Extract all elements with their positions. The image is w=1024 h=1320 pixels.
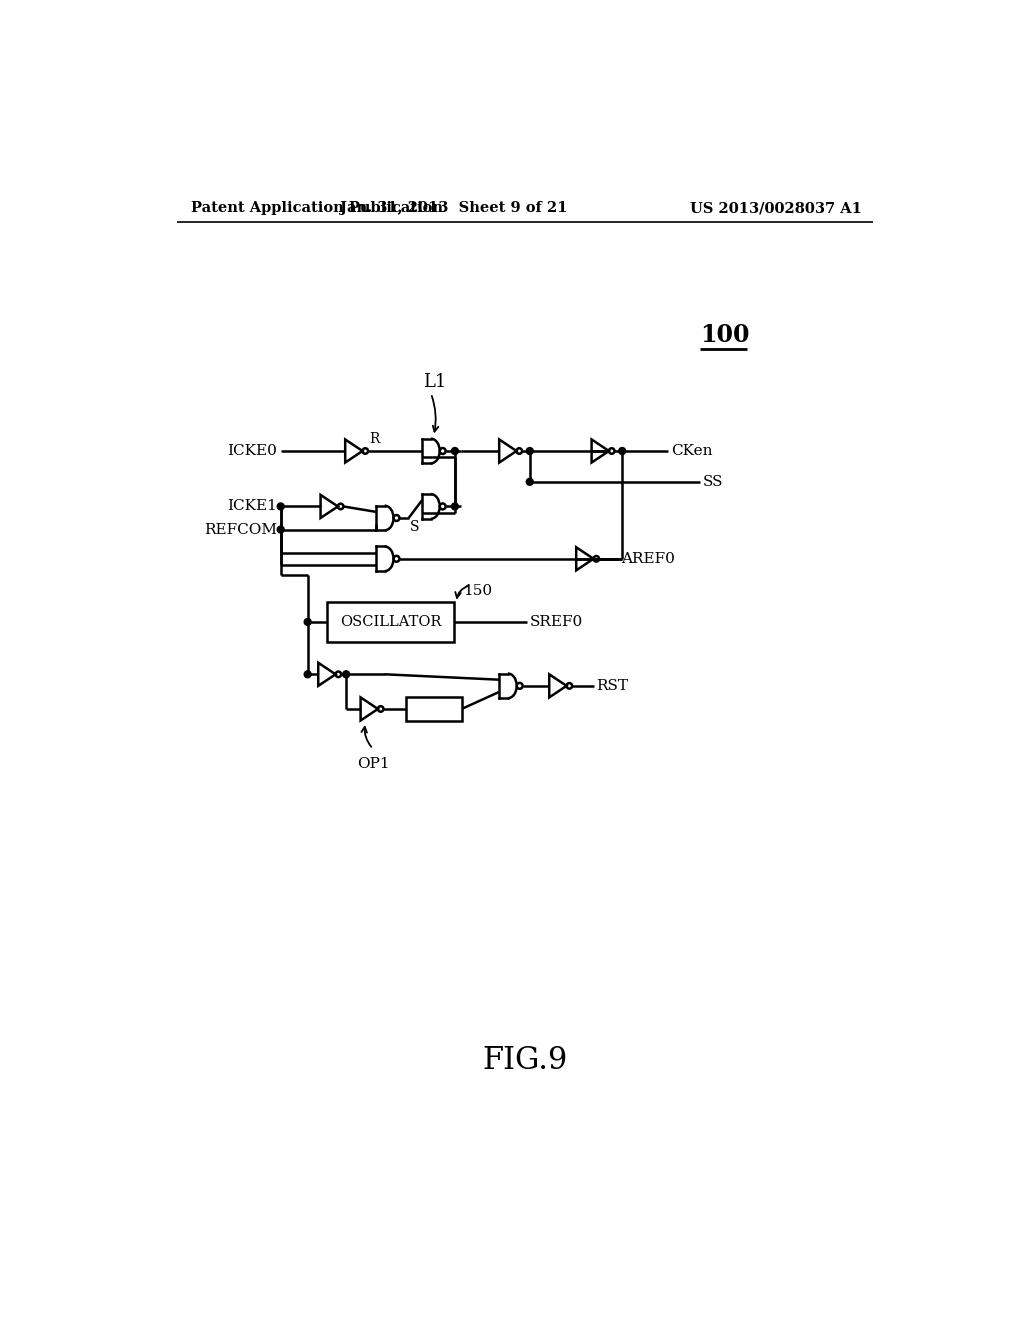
Text: CKen: CKen xyxy=(671,444,712,458)
Text: L1: L1 xyxy=(423,374,446,391)
Circle shape xyxy=(304,619,311,626)
Text: 150: 150 xyxy=(463,583,493,598)
FancyBboxPatch shape xyxy=(407,697,462,721)
Circle shape xyxy=(526,478,534,486)
Text: OSCILLATOR: OSCILLATOR xyxy=(340,615,441,628)
Circle shape xyxy=(304,671,311,677)
Text: REFCOM: REFCOM xyxy=(204,523,276,536)
Circle shape xyxy=(452,503,459,510)
Circle shape xyxy=(343,671,349,677)
Text: 100: 100 xyxy=(700,323,750,347)
Circle shape xyxy=(526,447,534,454)
Circle shape xyxy=(452,447,459,454)
Circle shape xyxy=(618,447,626,454)
Text: AREF0: AREF0 xyxy=(621,552,675,566)
Circle shape xyxy=(278,527,285,533)
Text: US 2013/0028037 A1: US 2013/0028037 A1 xyxy=(690,202,862,215)
FancyBboxPatch shape xyxy=(327,602,454,642)
Text: ICKE1: ICKE1 xyxy=(227,499,276,513)
Text: FIG.9: FIG.9 xyxy=(482,1045,567,1076)
Text: SS: SS xyxy=(702,475,723,488)
Text: OP1: OP1 xyxy=(356,756,389,771)
Text: R: R xyxy=(370,433,380,446)
Text: S: S xyxy=(411,520,420,533)
Text: ICKE0: ICKE0 xyxy=(227,444,276,458)
Text: Jan. 31, 2013  Sheet 9 of 21: Jan. 31, 2013 Sheet 9 of 21 xyxy=(340,202,567,215)
Text: RST: RST xyxy=(596,678,628,693)
Circle shape xyxy=(278,503,285,510)
Text: SREF0: SREF0 xyxy=(529,615,583,628)
Text: Patent Application Publication: Patent Application Publication xyxy=(190,202,442,215)
